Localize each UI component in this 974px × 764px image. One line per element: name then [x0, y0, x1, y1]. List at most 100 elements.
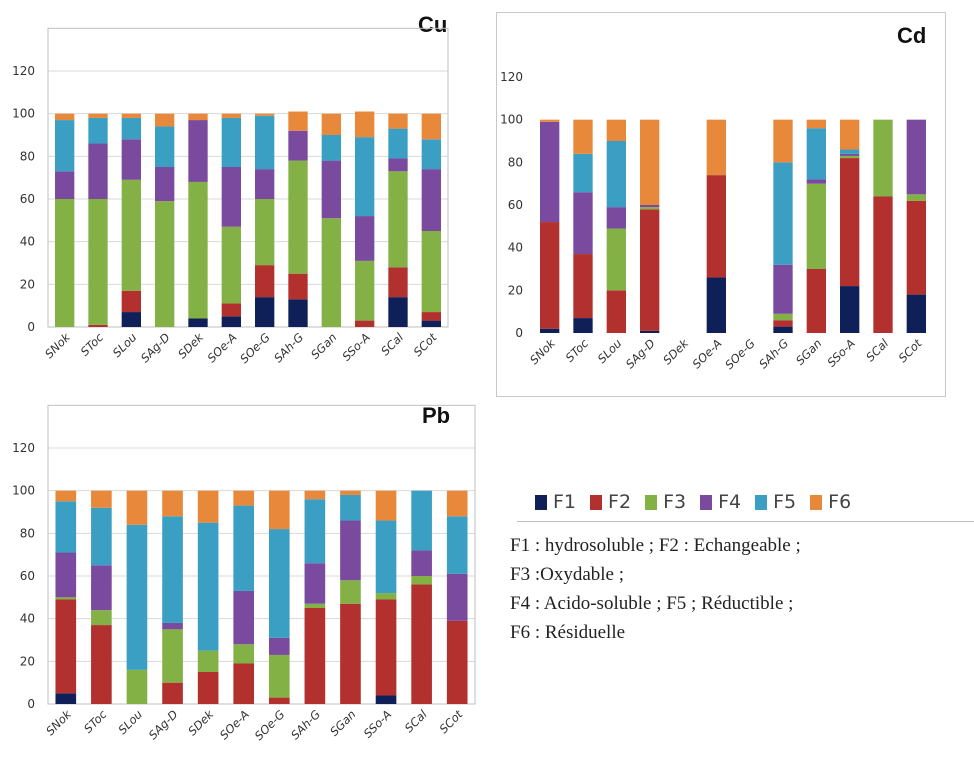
cu-bar-sah-g-f3: [288, 160, 308, 274]
cu-bar-slou-f3: [121, 179, 141, 291]
cd-bar-sgan-f3: [806, 183, 826, 269]
cu-bar-scot-f2: [421, 312, 441, 321]
pb-y-tick-label: 120: [12, 441, 35, 455]
cd-category-label: SAh-G: [756, 336, 791, 371]
pb-bar-snok-f5: [55, 501, 77, 553]
cu-category-label: SOe-A: [204, 330, 239, 365]
legend-swatch-f2: [590, 494, 603, 510]
cu-bar-sdek-f3: [188, 181, 208, 319]
cd-y-tick-label: 0: [515, 326, 523, 340]
cd-bar-stoc-f5: [573, 153, 593, 193]
legend-label-f2: F2: [608, 491, 632, 513]
pb-bar-scal-f4: [411, 550, 432, 576]
pb-bar-sdek-f3: [197, 650, 219, 672]
cd-y-tick-label: 100: [500, 113, 523, 127]
pb-bar-sso-a-f1: [375, 695, 397, 704]
pb-bar-sso-a-f2: [375, 599, 397, 696]
cd-bar-sah-g-f4: [773, 264, 793, 314]
cu-bar-snok-f4: [55, 171, 75, 199]
cu-chart-panel: Cu 0 20 40 60 80 100 120 SNok SToc SLou SAg-D SDek SO…: [0, 0, 470, 405]
cd-bar-snok-f1: [540, 328, 560, 333]
legend-label-f6: F6: [828, 491, 852, 513]
cd-y-tick-label: 40: [508, 241, 523, 255]
cd-bar-soe-a-f6: [706, 119, 726, 176]
cu-bar-scal-f2: [388, 267, 408, 298]
cu-bar-sag-d-f3: [155, 201, 175, 327]
cu-category-label: SGan: [308, 330, 339, 361]
cu-category-label: SCot: [411, 330, 440, 359]
pb-bar-sah-g-f4: [304, 563, 326, 604]
pb-bar-scal-f3: [411, 576, 432, 585]
cu-category-label: SDek: [175, 329, 207, 361]
cu-bar-soe-a-f3: [221, 226, 241, 304]
pb-y-tick-label: 80: [20, 526, 35, 540]
cu-category-label: SLou: [110, 330, 140, 360]
cu-chart-title: Cu: [418, 12, 447, 37]
pb-bar-stoc-f3: [91, 610, 112, 626]
pb-y-tick-label: 60: [20, 569, 35, 583]
cd-bar-sgan-f2: [806, 269, 826, 333]
pb-bar-stoc-f4: [91, 565, 112, 611]
cu-bar-scot-f1: [421, 320, 441, 327]
pb-category-label: SSo-A: [361, 707, 394, 740]
pb-bar-soe-g-f4: [268, 637, 290, 655]
pb-category-label: SAg-D: [146, 707, 181, 742]
cu-bar-stoc-f2: [88, 324, 108, 327]
cu-bar-scal-f6: [388, 113, 408, 129]
pb-chart-panel: Pb 0 20 40 60 80 100 120 SNok SToc SLou SAg-D SDek SO…: [0, 395, 490, 764]
cd-bar-sag-d-f2: [640, 209, 660, 331]
cd-bar-sah-g-f5: [773, 162, 793, 265]
cd-y-tick-label: 60: [508, 198, 523, 212]
cd-bar-sah-g-f6: [773, 119, 793, 163]
cu-bar-snok-f6: [55, 113, 75, 121]
cd-bar-stoc-f1: [573, 318, 593, 333]
cu-bar-sgan-f3: [321, 218, 341, 327]
cu-bar-sso-a-f4: [355, 216, 375, 261]
pb-bar-sah-g-f6: [304, 490, 326, 500]
cu-bar-scal-f3: [388, 171, 408, 268]
cd-category-label: SCal: [863, 336, 892, 365]
legend-item-f5: F5: [755, 491, 796, 513]
cu-bar-sdek-f1: [188, 318, 208, 327]
cu-bar-soe-a-f1: [221, 316, 241, 327]
legend-swatch-f5: [755, 494, 768, 510]
pb-plot-frame: [47, 404, 476, 705]
cd-bar-snok-f4: [540, 121, 560, 223]
pb-bar-soe-g-f3: [268, 654, 290, 698]
note-line-1: F1 : hydrosoluble ; F2 : Echangeable ;: [510, 535, 801, 556]
cu-bar-soe-g-f4: [255, 169, 275, 199]
cd-category-label: SAg-D: [623, 336, 658, 371]
cd-bar-scal-f2: [873, 196, 893, 333]
cu-y-tick-label: 20: [20, 277, 35, 291]
legend-swatch-f1: [535, 494, 547, 510]
cd-bar-stoc-f2: [573, 254, 593, 319]
pb-bar-stoc-f5: [91, 507, 112, 566]
cd-bar-stoc-f6: [573, 119, 593, 154]
cu-bar-sgan-f5: [321, 135, 341, 161]
cu-bar-sso-a-f5: [355, 137, 375, 217]
pb-bar-sag-d-f3: [162, 629, 183, 683]
cd-y-tick-label: 120: [500, 70, 523, 84]
cd-bar-scot-f4: [906, 119, 926, 195]
pb-bar-sdek-f5: [197, 522, 219, 651]
pb-bar-sdek-f6: [197, 490, 219, 523]
cu-category-label: SSo-A: [339, 330, 372, 363]
legend-label-f3: F3: [663, 491, 687, 513]
cd-bar-sso-a-f5: [840, 149, 860, 154]
cd-category-label: SCot: [896, 336, 925, 365]
cd-category-label: SToc: [563, 336, 592, 365]
cd-category-label: SLou: [595, 336, 625, 366]
cd-bar-sag-d-f3: [640, 207, 660, 210]
pb-bar-sso-a-f3: [375, 593, 397, 600]
pb-bar-scot-f5: [446, 516, 468, 574]
cu-y-tick-label: 0: [27, 320, 35, 334]
cd-bar-soe-a-f1: [706, 277, 726, 333]
cu-y-tick-label: 40: [20, 235, 35, 249]
cu-bar-sag-d-f4: [155, 167, 175, 202]
cd-bar-sso-a-f3: [840, 155, 860, 159]
pb-bar-snok-f6: [55, 490, 77, 502]
cu-bar-soe-g-f6: [255, 113, 275, 116]
pb-bar-soe-a-f4: [233, 590, 255, 645]
cu-bar-soe-a-f6: [221, 113, 241, 118]
